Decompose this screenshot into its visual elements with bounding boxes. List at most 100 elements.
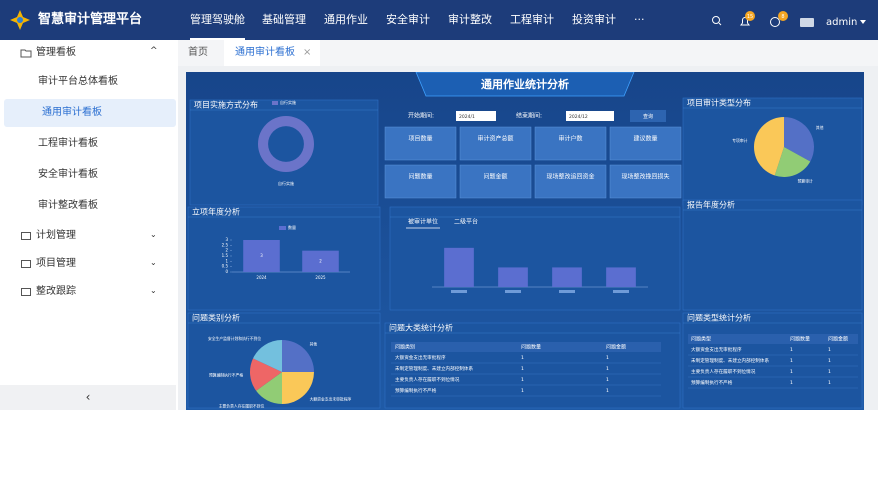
chevron: ⌄	[150, 258, 157, 267]
pie-slice	[250, 358, 282, 391]
table-cell: 1	[521, 366, 524, 372]
table-header	[688, 334, 858, 344]
kpi-label: 审计资产总额	[477, 135, 513, 143]
table-cell: 1	[521, 355, 524, 361]
table-cell: 1	[790, 358, 793, 364]
table-cell: 1	[828, 347, 831, 353]
badge: 15	[747, 14, 753, 20]
kpi-label: 审计户数	[558, 135, 582, 143]
y-tick-label: 2.5	[222, 242, 229, 247]
collapse-button[interactable]: ‹	[0, 385, 176, 410]
dashboard-title: 通用作业统计分析	[481, 77, 569, 91]
table-header-cell: 问题数量	[521, 344, 541, 351]
panel	[187, 206, 381, 311]
panel-title: 项目审计类型分布	[687, 98, 751, 108]
nav-item[interactable]: 审计整改	[448, 13, 492, 26]
query-button-label: 查询	[643, 113, 653, 120]
bar	[302, 250, 339, 272]
search-icon[interactable]	[712, 16, 720, 24]
menu-item[interactable]: 工程审计看板	[38, 138, 98, 149]
slice-label: 大额资金支出未审批程序	[310, 397, 352, 402]
kpi-label: 项目数量	[408, 135, 432, 143]
table-cell: 1	[790, 380, 793, 386]
user-name[interactable]: admin	[826, 17, 857, 28]
nav-item[interactable]: 工程审计	[510, 13, 554, 26]
table-cell: 1	[790, 347, 793, 353]
avatar	[800, 18, 814, 27]
table-cell: 大额资金支出无审批程序	[691, 346, 742, 353]
y-tick-label: 0.5	[222, 264, 229, 269]
y-tick-label: 0	[225, 269, 228, 274]
table-cell: 1	[606, 388, 609, 394]
date-value: 2024/12	[569, 114, 588, 120]
nav-item[interactable]: 基础管理	[262, 13, 306, 26]
x-label-placeholder	[505, 290, 521, 293]
top-icons: 15 8 admin	[712, 11, 866, 28]
table-cell: 大额资金支出无审批程序	[395, 354, 446, 361]
pie-slice	[258, 116, 314, 172]
top-bar: 智慧审计管理平台 管理驾驶舱 基础管理 通用作业 安全审计 审计整改 工程审计 投资审计 ··…	[0, 0, 878, 40]
date-input[interactable]	[566, 111, 614, 121]
table-cell: 未制定管理制度、未建立内部控制体系	[395, 365, 474, 372]
folder-icon	[21, 288, 31, 296]
table-header-cell: 问题类型	[691, 336, 711, 343]
bar	[606, 267, 636, 287]
badge: 8	[781, 14, 784, 20]
kpi-card	[609, 164, 682, 199]
folder-icon	[21, 232, 31, 240]
message-icon[interactable]	[770, 17, 780, 27]
bar-value-label: 2	[319, 258, 322, 263]
nav-item[interactable]: 管理驾驶舱	[190, 0, 245, 40]
y-tick-label: 1	[225, 258, 228, 263]
table-cell: 1	[828, 369, 831, 375]
nav-item[interactable]: 投资审计	[572, 13, 616, 26]
table-header-cell: 问题类别	[395, 344, 415, 351]
table-cell: 主要负责人存在履职不到位情况	[395, 376, 460, 383]
x-label-placeholder	[451, 290, 467, 293]
pie-slice	[784, 117, 814, 162]
nav-item[interactable]: ···	[634, 13, 645, 26]
slice-label: 安全生产监督计划和执行不到位	[208, 336, 261, 341]
menu-item[interactable]: 安全审计看板	[38, 169, 98, 180]
slice-label: 其他	[310, 341, 318, 346]
chevron: ⌄	[150, 286, 157, 295]
legend-swatch	[272, 101, 278, 105]
panel	[682, 199, 863, 311]
menu-item[interactable]: 审计整改看板	[38, 200, 98, 211]
pie-slice	[256, 372, 282, 404]
menu-group[interactable]: 整改跟踪	[36, 286, 76, 297]
query-button[interactable]	[630, 110, 666, 122]
pie-slice	[282, 372, 314, 404]
menu-group[interactable]: 项目管理	[36, 258, 76, 269]
kpi-card	[609, 126, 682, 161]
date-input[interactable]	[456, 111, 496, 121]
unit-tab[interactable]: 二级平台	[454, 218, 478, 226]
panel-title: 问题类别分析	[192, 313, 240, 323]
menu-group[interactable]: 管理看板	[36, 47, 76, 58]
nav-item[interactable]: 通用作业	[324, 13, 368, 26]
pie-slice	[282, 340, 314, 372]
unit-tab[interactable]: 被审计单位	[408, 218, 438, 226]
slice-label: 其他	[816, 125, 824, 130]
nav-item[interactable]: 安全审计	[386, 13, 430, 26]
pie-slice	[774, 147, 811, 178]
table-cell: 1	[828, 358, 831, 364]
slice-label: 自行实施	[278, 180, 294, 186]
panel	[682, 312, 863, 409]
table-cell: 1	[521, 388, 524, 394]
tab[interactable]: 首页	[188, 47, 208, 58]
table-header	[391, 342, 661, 352]
table-cell: 1	[606, 366, 609, 372]
menu-group[interactable]: 计划管理	[36, 230, 76, 241]
kpi-card	[534, 126, 607, 161]
menu-item[interactable]: 审计平台总体看板	[38, 76, 118, 87]
y-tick-label: 3	[225, 237, 228, 242]
table-cell: 主要负责人存在履职不到位情况	[691, 368, 756, 375]
menu-item[interactable]: 通用审计看板	[4, 99, 176, 127]
sidebar: 管理看板 ^ 审计平台总体看板 通用审计看板 工程审计看板 安全审计看板 审计整改看板计…	[0, 40, 178, 410]
x-tick-label: 2024	[256, 275, 267, 280]
bar	[552, 267, 582, 287]
table-header-cell: 问题金额	[828, 336, 848, 343]
tab-active[interactable]: 通用审计看板 ×	[224, 40, 320, 66]
